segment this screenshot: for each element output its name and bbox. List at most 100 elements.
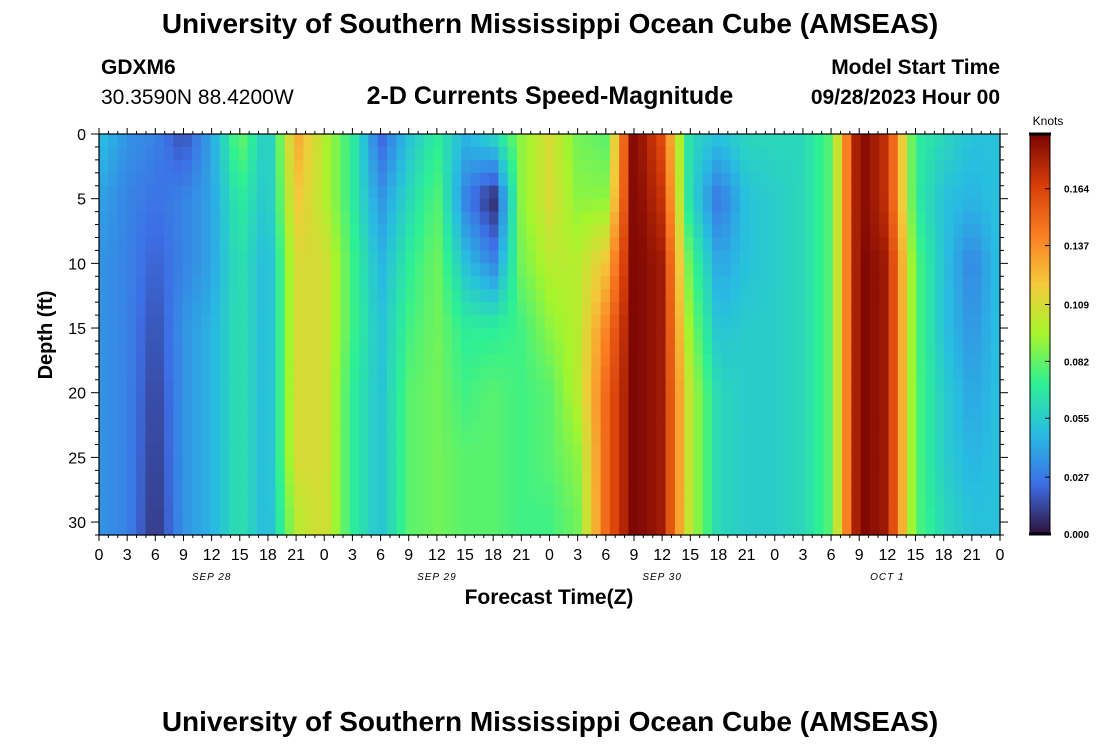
heatmap-cell	[359, 522, 369, 536]
heatmap-cell	[303, 353, 314, 368]
heatmap-cell	[312, 457, 323, 471]
heatmap-cell	[229, 444, 239, 458]
heatmap-cell	[368, 250, 379, 264]
heatmap-cell	[266, 146, 277, 161]
heatmap-cell	[619, 211, 630, 226]
heatmap-cell	[219, 276, 230, 290]
heatmap-cell	[656, 405, 667, 420]
heatmap-cell	[916, 457, 927, 471]
heatmap-cell	[619, 418, 630, 433]
heatmap-cell	[619, 159, 630, 174]
heatmap-cell	[804, 444, 815, 458]
heatmap-cell	[804, 315, 815, 329]
heatmap-cell	[321, 405, 332, 420]
heatmap-cell	[804, 250, 815, 264]
heatmap-cell	[656, 509, 667, 523]
heatmap-cell	[321, 379, 332, 394]
heatmap-cell	[173, 444, 184, 458]
heatmap-cell	[860, 328, 871, 342]
heatmap-cell	[386, 328, 397, 342]
x-tick-label: 21	[512, 547, 530, 564]
heatmap-cell	[869, 185, 880, 200]
heatmap-cell	[451, 457, 462, 471]
heatmap-cell	[990, 224, 1001, 239]
heatmap-cell	[721, 237, 732, 252]
x-tick-label: 6	[376, 547, 385, 564]
heatmap-cell	[628, 211, 639, 226]
heatmap-cell	[600, 457, 611, 471]
x-axis-label: Forecast Time(Z)	[465, 586, 634, 609]
heatmap-cell	[814, 276, 825, 290]
heatmap-cell	[953, 146, 964, 161]
heatmap-cell	[349, 444, 360, 458]
heatmap-cell	[758, 418, 769, 433]
heatmap-cell	[953, 237, 964, 252]
heatmap-cell	[647, 431, 657, 446]
heatmap-cell	[572, 315, 583, 329]
heatmap-cell	[888, 431, 899, 446]
heatmap-cell	[229, 522, 239, 536]
heatmap-cell	[229, 353, 239, 368]
heatmap-cell	[182, 470, 193, 484]
heatmap-cell	[526, 289, 537, 303]
heatmap-cell	[126, 457, 137, 471]
heatmap-cell	[368, 509, 379, 523]
heatmap-cell	[712, 522, 722, 536]
heatmap-cell	[247, 431, 258, 446]
heatmap-cell	[962, 444, 973, 458]
heatmap-cell	[386, 457, 397, 471]
heatmap-cell	[433, 340, 444, 355]
heatmap-cell	[99, 302, 109, 316]
heatmap-cell	[526, 315, 537, 329]
heatmap-cell	[972, 483, 983, 497]
heatmap-cell	[582, 418, 592, 433]
colorbar-tick-label: 0.164	[1064, 185, 1089, 196]
heatmap-cell	[516, 263, 527, 277]
heatmap-cell	[340, 211, 351, 226]
heatmap-cell	[860, 276, 871, 290]
heatmap-cell	[823, 134, 834, 148]
heatmap-cell	[284, 237, 295, 252]
heatmap-cell	[647, 289, 657, 303]
heatmap-cell	[108, 185, 119, 200]
heatmap-cell	[164, 405, 174, 420]
heatmap-cell	[544, 457, 555, 471]
heatmap-cell	[823, 302, 834, 316]
heatmap-cell	[888, 185, 899, 200]
heatmap-cell	[628, 457, 639, 471]
heatmap-cell	[210, 237, 221, 252]
heatmap-cell	[544, 250, 555, 264]
heatmap-cell	[934, 470, 945, 484]
heatmap-cell	[990, 211, 1001, 226]
heatmap-cell	[210, 353, 221, 368]
heatmap-cell	[693, 379, 704, 394]
heatmap-cell	[684, 496, 695, 510]
heatmap-cell	[108, 198, 119, 213]
heatmap-cell	[154, 250, 165, 264]
heatmap-cell	[990, 302, 1001, 316]
heatmap-cell	[359, 405, 369, 420]
heatmap-cell	[674, 328, 685, 342]
heatmap-cell	[544, 392, 555, 407]
heatmap-cell	[535, 276, 546, 290]
heatmap-cell	[981, 211, 992, 226]
heatmap-cell	[665, 353, 676, 368]
heatmap-cell	[777, 470, 787, 484]
heatmap-cell	[321, 353, 332, 368]
heatmap-cell	[758, 470, 769, 484]
heatmap-cell	[981, 470, 992, 484]
heatmap-cell	[507, 444, 518, 458]
heatmap-cell	[461, 134, 472, 148]
heatmap-cell	[674, 496, 685, 510]
x-tick-label: 0	[770, 547, 779, 564]
heatmap-cell	[554, 185, 565, 200]
heatmap-cell	[897, 263, 908, 277]
heatmap-cell	[414, 328, 425, 342]
heatmap-cell	[767, 340, 778, 355]
heatmap-cell	[349, 276, 360, 290]
heatmap-cell	[674, 509, 685, 523]
heatmap-cell	[628, 172, 639, 187]
heatmap-cell	[869, 522, 880, 536]
heatmap-cell	[944, 379, 955, 394]
